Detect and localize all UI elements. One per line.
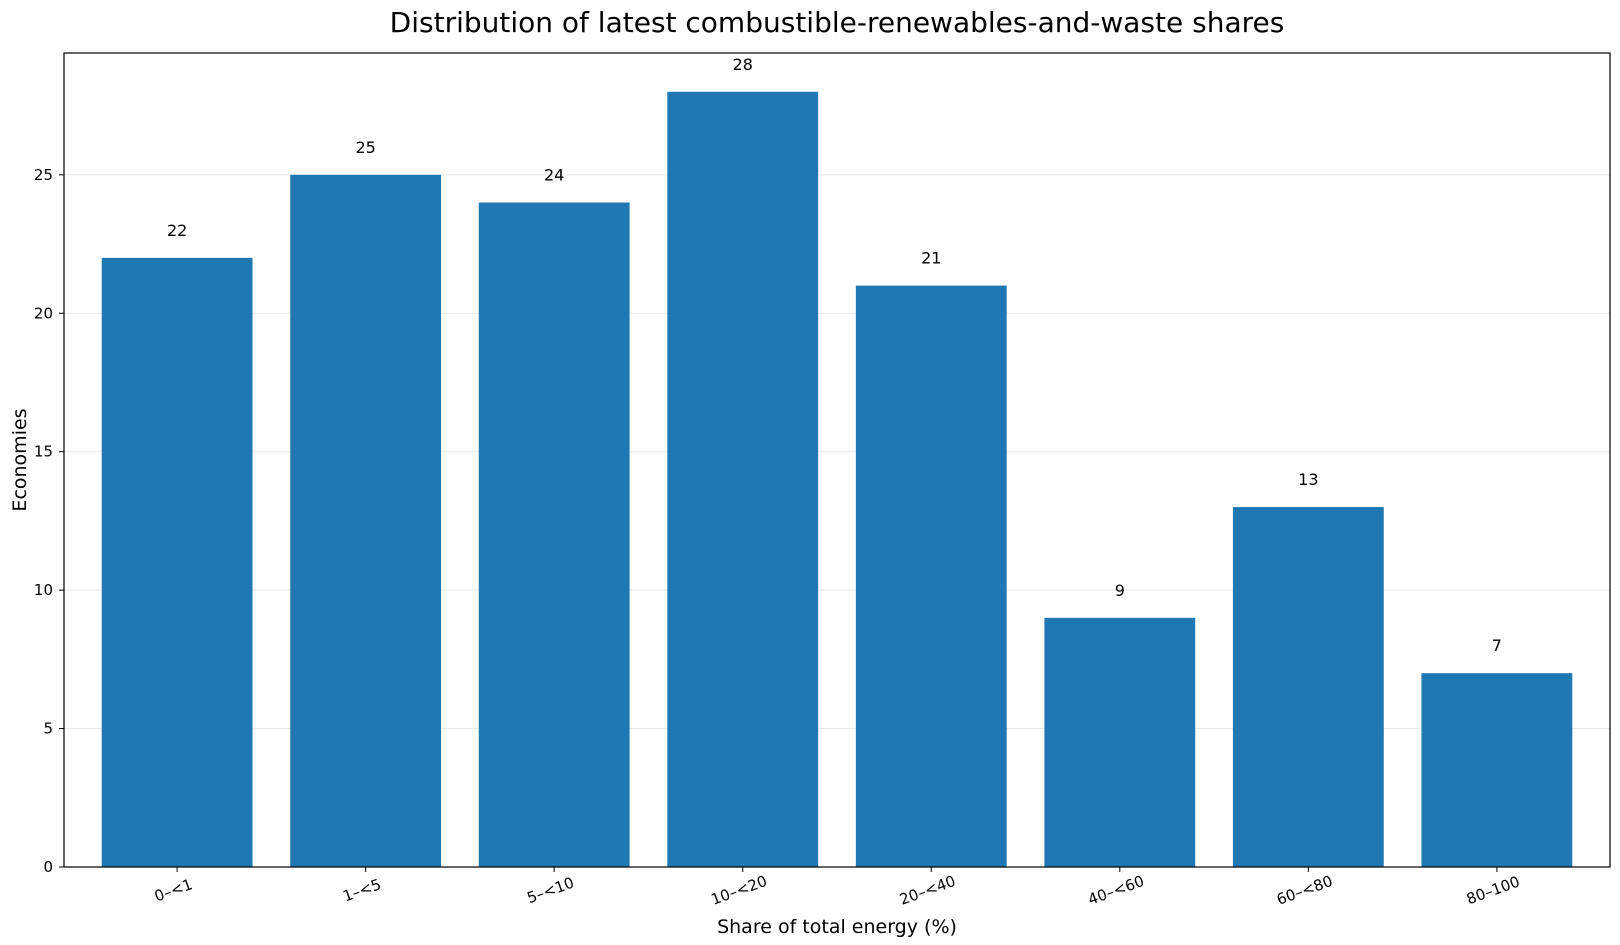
x-axis-label: Share of total energy (%) xyxy=(717,916,957,938)
bars xyxy=(101,91,1573,868)
x-tick-label: 1–<5 xyxy=(340,875,383,905)
bar xyxy=(667,91,819,867)
bar-value-label: 28 xyxy=(733,55,753,74)
x-tick-label: 5–<10 xyxy=(525,874,577,908)
y-axis-label: Economies xyxy=(9,408,31,511)
x-tick-label: 40–<60 xyxy=(1086,872,1147,909)
chart-title: Distribution of latest combustible-renew… xyxy=(390,6,1285,39)
x-tick-label: 20–<40 xyxy=(897,872,958,909)
plot-area-frame xyxy=(63,52,1611,868)
y-tick-label: 10 xyxy=(34,581,53,599)
x-tick-label: 80–100 xyxy=(1464,872,1522,908)
y-tick-label: 25 xyxy=(34,166,53,184)
bar-value-label: 9 xyxy=(1115,581,1125,600)
x-tick-label: 60–<80 xyxy=(1274,872,1335,909)
y-tick-label: 0 xyxy=(43,858,53,876)
bar xyxy=(478,202,630,868)
y-tick-label: 5 xyxy=(43,720,53,738)
bar-value-label: 7 xyxy=(1492,636,1502,655)
y-axis-ticks: 0 5 10 15 20 25 xyxy=(34,166,64,876)
bar-value-label: 25 xyxy=(355,138,375,157)
value-labels: 22 25 24 28 21 9 13 7 xyxy=(167,55,1502,655)
x-tick-label: 0–<1 xyxy=(152,875,195,905)
bar xyxy=(290,174,442,868)
bar xyxy=(1044,617,1196,867)
bar-value-label: 22 xyxy=(167,221,187,240)
bar xyxy=(1232,507,1384,867)
bar-value-label: 21 xyxy=(921,249,941,268)
y-tick-label: 20 xyxy=(34,304,53,322)
y-tick-label: 15 xyxy=(34,443,53,461)
bar xyxy=(855,285,1007,868)
x-axis-ticks: 0–<1 1–<5 5–<10 10–<20 20–<40 40–<60 60–<80 80–… xyxy=(152,867,1522,909)
bar xyxy=(101,257,253,867)
x-tick-label: 10–<20 xyxy=(709,872,770,909)
bar-value-label: 24 xyxy=(544,166,564,185)
bar xyxy=(1421,673,1573,867)
bar-value-label: 13 xyxy=(1298,470,1318,489)
